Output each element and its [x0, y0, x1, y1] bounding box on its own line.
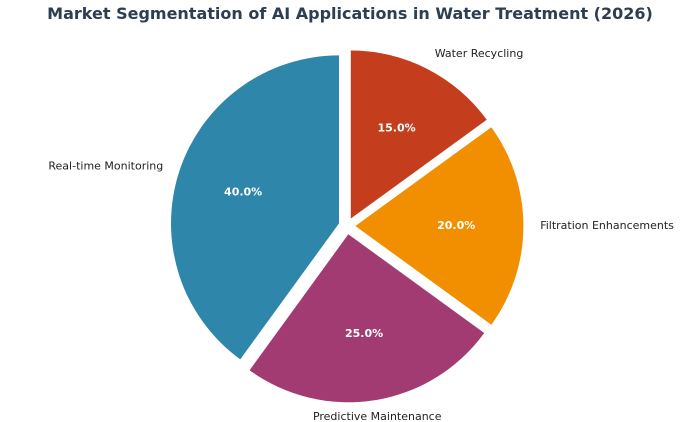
slice-category-label: Real-time Monitoring [48, 159, 163, 172]
slice-percent-label: 15.0% [377, 122, 415, 135]
slice-percent-label: 40.0% [224, 185, 262, 198]
slice-category-label: Predictive Maintenance [313, 410, 442, 422]
pie-slice-real-time-monitoring [171, 55, 340, 360]
slice-percent-label: 25.0% [345, 327, 383, 340]
pie-slice-water-recycling [350, 50, 487, 219]
pie-slice-filtration-enhancements [355, 127, 524, 325]
pie-slice-predictive-maintenance [249, 234, 485, 403]
slice-category-label: Water Recycling [435, 47, 524, 60]
slice-percent-label: 20.0% [437, 219, 475, 232]
chart-title: Market Segmentation of AI Applications i… [47, 4, 653, 23]
slice-category-label: Filtration Enhancements [540, 219, 674, 232]
